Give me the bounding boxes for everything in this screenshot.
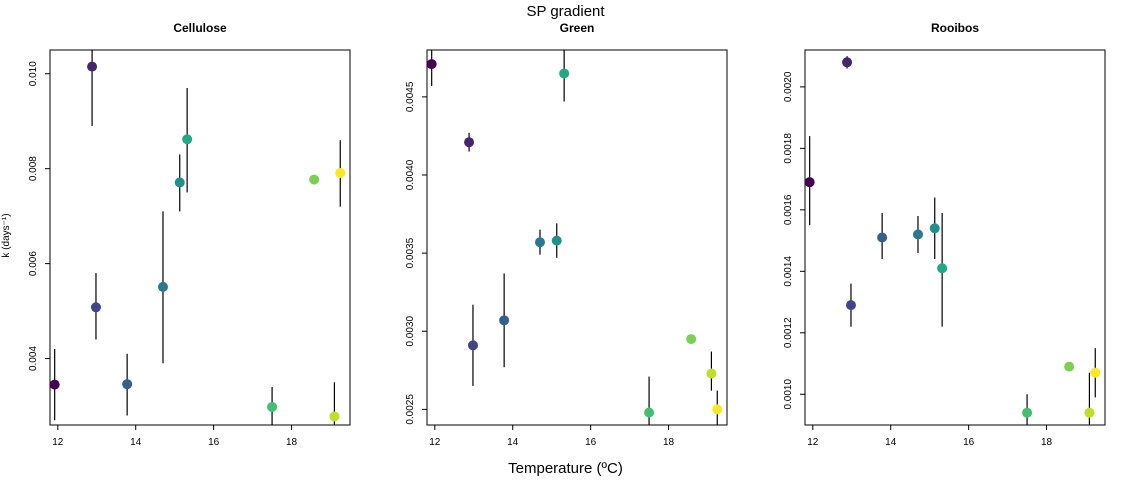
- x-tick-label: 14: [507, 437, 519, 448]
- y-tick-label: 0.0016: [783, 194, 794, 225]
- data-point: [1084, 407, 1095, 418]
- figure-title: SP gradient: [526, 3, 605, 20]
- x-tick-label: 12: [807, 437, 819, 448]
- y-tick-label: 0.0035: [405, 237, 416, 268]
- data-point: [157, 281, 168, 292]
- data-point: [805, 177, 815, 188]
- x-tick-label: 18: [1041, 437, 1053, 448]
- data-point: [122, 379, 133, 390]
- data-point: [712, 404, 723, 415]
- y-tick-label: 0.0010: [783, 379, 794, 410]
- data-point: [467, 340, 478, 351]
- plot-frame: [426, 49, 728, 426]
- x-tick-label: 16: [208, 437, 220, 448]
- y-tick-label: 0.008: [28, 156, 39, 181]
- data-layer: [427, 50, 723, 425]
- plot-frame: [49, 49, 351, 426]
- data-point: [309, 174, 320, 185]
- data-point: [706, 368, 717, 379]
- panel-rooibos: Rooibos 12 14 16 18 0.0010 0.0012 0.0014 0.0016 0…: [783, 21, 1106, 448]
- data-point: [845, 300, 856, 311]
- y-tick-label: 0.0012: [783, 317, 794, 348]
- data-point: [877, 232, 888, 243]
- data-point: [329, 411, 340, 422]
- data-point: [427, 59, 437, 70]
- data-point: [551, 235, 562, 246]
- data-layer: [805, 56, 1101, 425]
- data-point: [1022, 407, 1033, 418]
- y-tick-label: 0.0014: [783, 256, 794, 287]
- data-point: [335, 167, 346, 178]
- data-point: [644, 407, 655, 418]
- data-point: [842, 57, 853, 68]
- y-tick-label: 0.0045: [405, 81, 416, 112]
- plot-frame: [804, 49, 1106, 426]
- x-tick-label: 16: [585, 437, 597, 448]
- y-tick-label: 0.0018: [783, 133, 794, 164]
- data-point: [50, 379, 60, 390]
- data-point: [937, 263, 948, 274]
- panel-cellulose: Cellulose 12 14 16 18 0.004 0.006 0.008 0.010 k (…: [1, 21, 351, 448]
- y-tick-label: 0.0025: [405, 394, 416, 425]
- x-tick-label: 18: [286, 437, 298, 448]
- x-tick-label: 18: [663, 437, 675, 448]
- y-tick-label: 0.006: [28, 251, 39, 276]
- y-tick-label: 0.0030: [405, 316, 416, 347]
- data-layer: [50, 50, 346, 425]
- data-point: [90, 302, 101, 313]
- data-point: [182, 134, 193, 145]
- data-point: [534, 237, 545, 248]
- y-tick-label: 0.0020: [783, 71, 794, 102]
- x-tick-label: 16: [963, 437, 975, 448]
- data-point: [464, 137, 475, 148]
- x-axis-label: Temperature (ºC): [508, 460, 623, 477]
- data-point: [929, 223, 940, 234]
- y-tick-label: 0.0040: [405, 159, 416, 190]
- x-tick-label: 12: [52, 437, 64, 448]
- data-point: [1090, 367, 1101, 378]
- y-tick-label: 0.004: [28, 346, 39, 371]
- x-tick-label: 12: [429, 437, 441, 448]
- data-point: [174, 177, 185, 188]
- data-point: [267, 401, 278, 412]
- data-point: [1064, 361, 1075, 372]
- data-point: [686, 334, 697, 345]
- y-axis-label: k (days⁻¹): [1, 213, 12, 257]
- data-point: [87, 61, 98, 72]
- data-point: [912, 229, 923, 240]
- panel-green: Green 12 14 16 18 0.0025 0.0030 0.0035 0.0040 0.0…: [405, 21, 728, 448]
- data-point: [559, 68, 570, 79]
- x-tick-label: 14: [130, 437, 142, 448]
- panel-title: Rooibos: [931, 21, 979, 35]
- panel-title: Cellulose: [173, 21, 227, 35]
- data-point: [499, 315, 510, 326]
- y-tick-label: 0.010: [28, 61, 39, 86]
- panel-title: Green: [560, 21, 595, 35]
- x-tick-label: 14: [885, 437, 897, 448]
